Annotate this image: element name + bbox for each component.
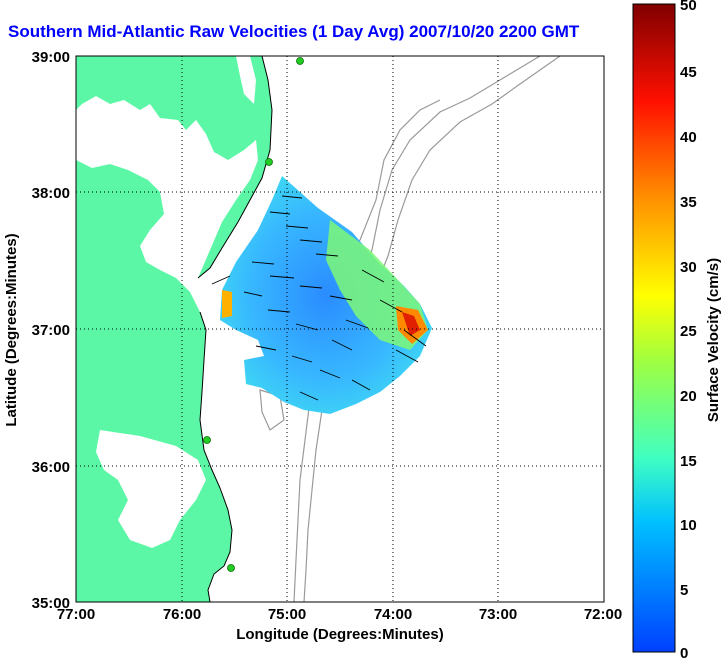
velocity-west-edge <box>222 290 232 318</box>
y-tick-label: 37:00 <box>32 322 70 339</box>
x-tick-label: 76:00 <box>163 606 201 623</box>
y-tick-label: 38:00 <box>32 185 70 202</box>
colorbar-tick-label: 20 <box>680 388 697 405</box>
map-title: Southern Mid-Atlantic Raw Velocities (1 … <box>8 22 580 41</box>
x-axis-label: Longitude (Degrees:Minutes) <box>236 626 444 643</box>
x-tick-label: 72:00 <box>584 606 622 623</box>
x-tick-label: 74:00 <box>374 606 412 623</box>
colorbar-tick-label: 25 <box>680 323 697 340</box>
colorbar-label: Surface Velocity (cm/s) <box>705 258 722 422</box>
colorbar-tick-label: 45 <box>680 64 697 81</box>
colorbar <box>632 3 676 653</box>
velocity-field <box>220 176 432 414</box>
y-tick-label: 39:00 <box>32 49 70 66</box>
x-tick-label: 77:00 <box>57 606 95 623</box>
chesapeake-bay <box>150 132 212 262</box>
y-tick-label: 35:00 <box>32 595 70 612</box>
colorbar-tick-label: 40 <box>680 129 697 146</box>
x-tick-label: 73:00 <box>479 606 517 623</box>
colorbar-tick-label: 5 <box>680 582 688 599</box>
x-tick-label: 75:00 <box>268 606 306 623</box>
colorbar-tick-label: 30 <box>680 259 697 276</box>
coast-line <box>197 56 273 602</box>
colorbar-tick-label: 50 <box>680 0 697 14</box>
y-axis-ticks: 39:00 38:00 37:00 36:00 35:00 <box>32 49 70 612</box>
plot-frame <box>75 55 605 603</box>
colorbar-tick-label: 15 <box>680 453 697 470</box>
colorbar-tick-label: 35 <box>680 194 697 211</box>
velocity-vectors <box>211 195 427 401</box>
velocity-hotspot-core <box>402 312 420 336</box>
x-axis-ticks: 77:00 76:00 75:00 74:00 73:00 72:00 <box>57 606 622 623</box>
grid-lines <box>76 56 604 602</box>
station-markers <box>203 57 304 572</box>
colorbar-tick-label: 0 <box>680 645 688 659</box>
colorbar-tick-label: 10 <box>680 517 697 534</box>
y-tick-label: 36:00 <box>32 459 70 476</box>
delaware-bay <box>236 56 256 104</box>
colorbar-ticks: 50 45 40 35 30 25 20 15 10 5 0 <box>680 0 697 659</box>
y-axis-label: Latitude (Degrees:Minutes) <box>3 233 20 426</box>
sound-water <box>96 430 206 548</box>
